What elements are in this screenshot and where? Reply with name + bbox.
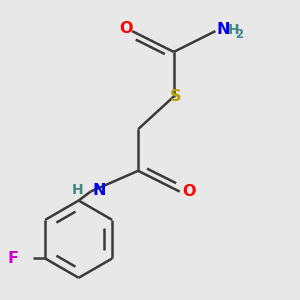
Text: H: H	[71, 183, 83, 197]
Text: H: H	[228, 22, 239, 37]
Text: O: O	[182, 184, 195, 199]
Text: N: N	[92, 183, 106, 198]
Text: S: S	[169, 89, 181, 104]
Text: N: N	[217, 22, 230, 37]
Text: F: F	[8, 251, 19, 266]
Text: O: O	[119, 21, 133, 36]
Text: 2: 2	[236, 28, 244, 41]
